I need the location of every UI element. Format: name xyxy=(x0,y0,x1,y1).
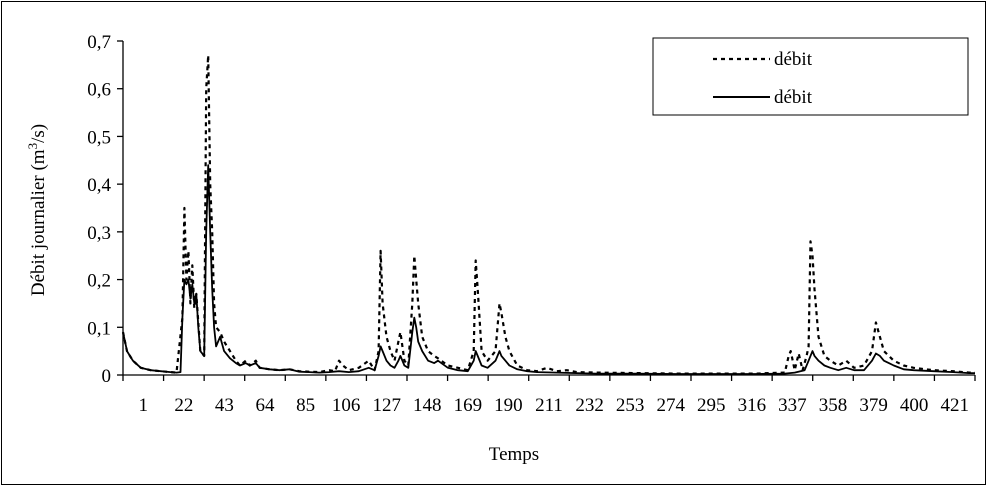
y-tick-label: 0 xyxy=(102,366,112,387)
legend: débit débit xyxy=(652,37,969,116)
x-tick-label: 379 xyxy=(859,395,888,416)
x-tick-label: 43 xyxy=(215,395,234,416)
x-tick-label: 421 xyxy=(940,395,969,416)
x-tick-label: 106 xyxy=(332,395,361,416)
x-tick-label: 1 xyxy=(139,395,149,416)
y-tick-label: 0,3 xyxy=(87,223,111,244)
x-tick-label: 148 xyxy=(413,395,442,416)
x-tick-label: 127 xyxy=(372,395,401,416)
y-tick-label: 0,6 xyxy=(87,80,111,101)
series-layer xyxy=(121,54,975,375)
x-tick-label: 358 xyxy=(819,395,848,416)
x-tick-label: 169 xyxy=(454,395,483,416)
x-tick-label: 253 xyxy=(616,395,645,416)
y-tick-label: 0,2 xyxy=(87,271,111,292)
x-tick-label: 190 xyxy=(494,395,523,416)
y-ticks: 0 0,1 0,2 0,3 0,4 0,5 0,6 0,7 xyxy=(87,32,123,387)
legend-box xyxy=(652,37,969,116)
x-tick-label: 22 xyxy=(174,395,193,416)
series-line-solid xyxy=(122,164,975,375)
x-tick-label: 400 xyxy=(900,395,929,416)
x-tick-label: 64 xyxy=(256,395,276,416)
x-tick-label: 85 xyxy=(296,395,315,416)
x-tick-label: 232 xyxy=(575,395,604,416)
x-tick-label: 274 xyxy=(656,395,685,416)
x-ticks: 1 22 43 64 85 106 127 148 169 190 211 232 253 274 295 3… xyxy=(122,375,976,416)
y-tick-label: 0,5 xyxy=(87,127,111,148)
x-tick-label: 211 xyxy=(535,395,563,416)
y-tick-label: 0,7 xyxy=(87,32,111,53)
x-tick-label: 295 xyxy=(697,395,726,416)
x-tick-label: 316 xyxy=(738,395,767,416)
x-axis-label: Temps xyxy=(489,444,539,465)
y-tick-label: 0,1 xyxy=(87,318,111,339)
legend-label-dashed: débit xyxy=(774,49,813,70)
y-axis-label: Débit journalier (m3/s) xyxy=(25,124,49,296)
legend-label-solid: débit xyxy=(774,87,813,108)
x-tick-label: 337 xyxy=(778,395,807,416)
y-tick-label: 0,4 xyxy=(87,175,111,196)
